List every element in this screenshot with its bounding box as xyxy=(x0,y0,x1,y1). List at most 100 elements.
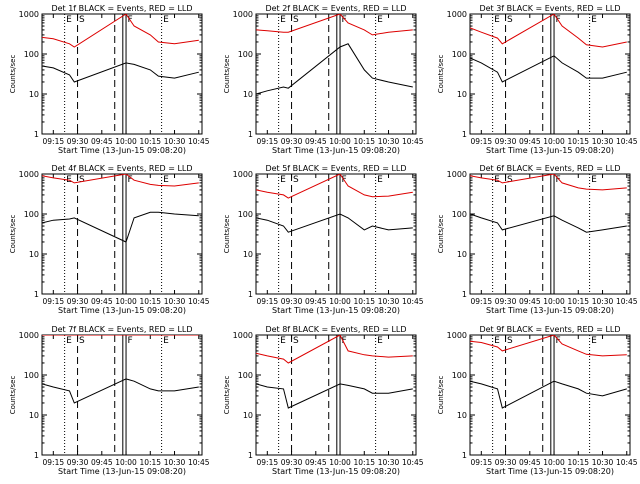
x-tick-label: 10:30 xyxy=(164,297,186,306)
x-tick-label: 09:45 xyxy=(91,458,113,467)
x-tick-label: 10:00 xyxy=(115,458,137,467)
x-tick-label: 10:15 xyxy=(567,137,589,146)
detector-plot-8f: Det 8f BLACK = Events, RED = LLD 1 10 100 10… xyxy=(223,325,424,476)
series-lld-line xyxy=(470,335,627,357)
x-tick-label: 10:00 xyxy=(329,137,351,146)
eclipse-start-label: E xyxy=(66,336,72,346)
x-axis-label: Start Time (13-Jun-15 09:08:20) xyxy=(486,146,614,155)
x-tick-label: 10:00 xyxy=(329,297,351,306)
y-tick-label: 10 xyxy=(29,411,39,420)
x-axis-label: Start Time (13-Jun-15 09:08:20) xyxy=(58,146,186,155)
y-axis-label: Counts/sec xyxy=(437,55,445,94)
y-tick-label: 1000 xyxy=(19,331,39,340)
x-tick-label: 09:30 xyxy=(281,297,303,306)
x-tick-label: 09:30 xyxy=(281,137,303,146)
plot-title: Det 2f BLACK = Events, RED = LLD xyxy=(265,4,406,13)
y-tick-label: 100 xyxy=(238,50,253,59)
plot-frame xyxy=(255,334,417,456)
x-tick-label: 10:15 xyxy=(567,458,589,467)
y-tick-label: 1 xyxy=(248,130,253,139)
series-events-line xyxy=(42,211,199,243)
x-tick-label: 09:15 xyxy=(43,458,65,467)
x-tick-label: 09:45 xyxy=(305,297,327,306)
x-tick-label: 09:15 xyxy=(43,137,65,146)
y-tick-label: 100 xyxy=(24,210,39,219)
plot-frame xyxy=(255,173,417,295)
x-axis-label: Start Time (13-Jun-15 09:08:20) xyxy=(58,306,186,315)
y-tick-label: 1000 xyxy=(233,331,253,340)
detector-plot-4f: Det 4f BLACK = Events, RED = LLD 1 10 100 10… xyxy=(9,164,210,315)
saa-start-label: S xyxy=(79,336,85,346)
eclipse-end-label: E xyxy=(163,336,169,346)
y-tick-label: 1000 xyxy=(233,170,253,179)
detector-plot-3f: Det 3f BLACK = Events, RED = LLD 1 10 100 10… xyxy=(437,4,638,155)
eclipse-start-label: E xyxy=(66,15,72,25)
y-axis-label: Counts/sec xyxy=(9,376,17,415)
x-tick-label: 10:30 xyxy=(592,137,614,146)
x-tick-label: 09:45 xyxy=(519,137,541,146)
eclipse-end-label: E xyxy=(591,15,597,25)
x-tick-label: 10:45 xyxy=(188,297,210,306)
y-tick-label: 1 xyxy=(34,451,39,460)
x-tick-label: 10:15 xyxy=(139,297,161,306)
x-tick-label: 10:30 xyxy=(164,137,186,146)
plot-title: Det 9f BLACK = Events, RED = LLD xyxy=(479,325,620,334)
x-axis-label: Start Time (13-Jun-15 09:08:20) xyxy=(272,467,400,476)
flare-label: F xyxy=(556,336,561,346)
y-axis-label: Counts/sec xyxy=(437,376,445,415)
x-tick-label: 09:45 xyxy=(305,458,327,467)
eclipse-end-label: E xyxy=(377,175,383,185)
x-tick-label: 09:45 xyxy=(519,297,541,306)
x-tick-label: 10:45 xyxy=(402,137,424,146)
saa-start-label: S xyxy=(293,15,299,25)
y-tick-label: 10 xyxy=(243,90,253,99)
plot-title: Det 1f BLACK = Events, RED = LLD xyxy=(51,4,192,13)
series-lld-line xyxy=(256,14,413,36)
plot-frame xyxy=(469,173,631,295)
series-lld-line xyxy=(42,174,199,187)
detector-plot-7f: Det 7f BLACK = Events, RED = LLD 1 10 100 10… xyxy=(9,325,210,476)
x-tick-label: 10:45 xyxy=(616,458,638,467)
x-tick-label: 09:15 xyxy=(471,458,493,467)
detector-plot-2f: Det 2f BLACK = Events, RED = LLD 1 10 100 10… xyxy=(223,4,424,155)
flare-label: F xyxy=(128,336,133,346)
y-tick-label: 10 xyxy=(457,411,467,420)
saa-start-label: S xyxy=(79,15,85,25)
x-tick-label: 10:45 xyxy=(616,297,638,306)
y-axis-label: Counts/sec xyxy=(437,215,445,254)
x-axis-label: Start Time (13-Jun-15 09:08:20) xyxy=(272,306,400,315)
x-tick-label: 10:15 xyxy=(353,458,375,467)
x-tick-label: 10:15 xyxy=(353,297,375,306)
x-tick-label: 10:00 xyxy=(543,458,565,467)
plot-title: Det 3f BLACK = Events, RED = LLD xyxy=(479,4,620,13)
x-tick-label: 10:45 xyxy=(616,137,638,146)
x-tick-label: 09:45 xyxy=(519,458,541,467)
y-tick-label: 100 xyxy=(24,50,39,59)
saa-start-label: S xyxy=(293,175,299,185)
plot-frame xyxy=(469,334,631,456)
x-tick-label: 09:30 xyxy=(67,137,89,146)
x-tick-label: 10:45 xyxy=(188,137,210,146)
x-tick-label: 10:45 xyxy=(402,297,424,306)
eclipse-start-label: E xyxy=(280,336,286,346)
y-axis-label: Counts/sec xyxy=(9,55,17,94)
series-events-line xyxy=(256,213,413,233)
eclipse-end-label: E xyxy=(377,15,383,25)
x-tick-label: 10:15 xyxy=(139,458,161,467)
eclipse-end-label: E xyxy=(163,15,169,25)
y-tick-label: 100 xyxy=(452,210,467,219)
y-tick-label: 1000 xyxy=(447,170,467,179)
plot-title: Det 5f BLACK = Events, RED = LLD xyxy=(265,164,406,173)
x-tick-label: 09:30 xyxy=(495,458,517,467)
y-tick-label: 100 xyxy=(238,210,253,219)
y-tick-label: 10 xyxy=(457,250,467,259)
detector-plot-1f: Det 1f BLACK = Events, RED = LLD 1 10 100 10… xyxy=(9,4,210,155)
x-tick-label: 09:45 xyxy=(91,137,113,146)
y-axis-label: Counts/sec xyxy=(223,215,231,254)
plot-frame xyxy=(41,13,203,135)
x-tick-label: 09:30 xyxy=(281,458,303,467)
eclipse-end-label: E xyxy=(377,336,383,346)
x-tick-label: 10:30 xyxy=(592,458,614,467)
x-tick-label: 09:45 xyxy=(91,297,113,306)
